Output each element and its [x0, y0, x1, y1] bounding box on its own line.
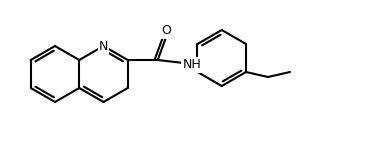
Text: NH: NH [182, 58, 201, 71]
Text: O: O [161, 25, 171, 37]
Text: N: N [99, 40, 108, 53]
